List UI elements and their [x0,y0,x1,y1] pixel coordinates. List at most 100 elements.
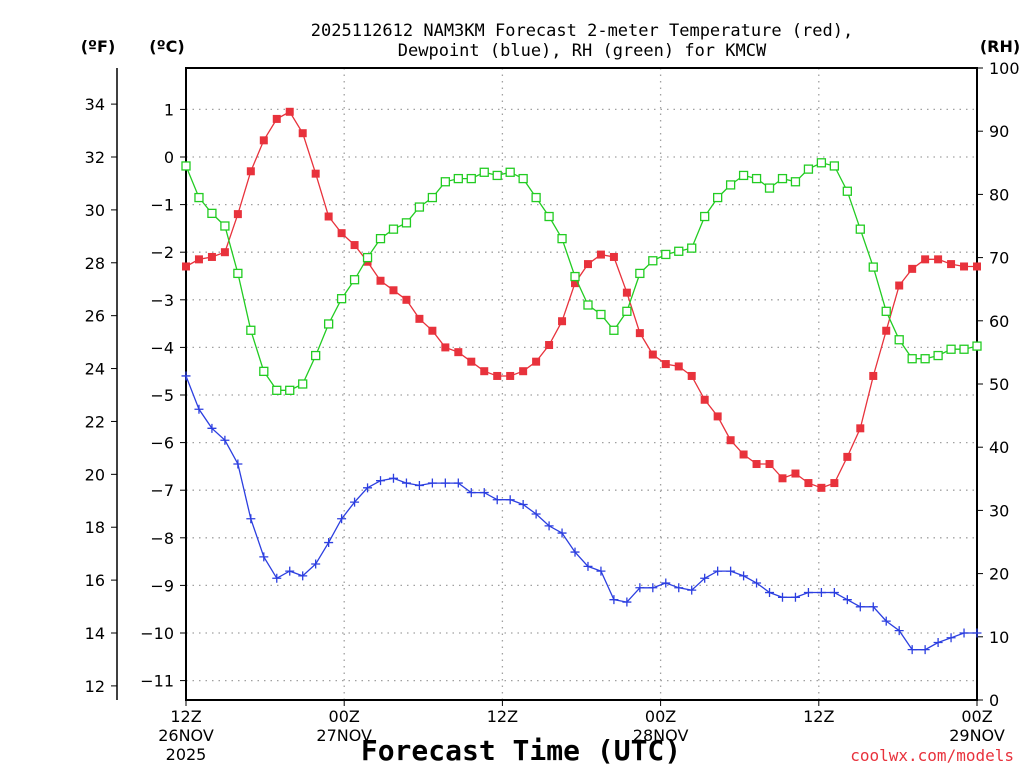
rh-point [414,202,425,212]
fahrenheit-tick-label: 22 [85,412,105,431]
fahrenheit-tick-label: 34 [85,95,105,114]
rh-point [751,173,762,184]
dewpoint-point [739,571,749,581]
dewpoint-point [803,588,813,598]
rh-tick-label: 90 [989,122,1009,141]
temperature-point [596,250,605,259]
rh-point [272,385,282,395]
rh-point [531,192,541,203]
rh-point [194,192,204,203]
rh-point [298,379,308,389]
rh-point [920,354,930,364]
x-axis-label: Forecast Time (UTC) [361,734,681,767]
dewpoint-point [466,488,476,498]
dewpoint-point [414,480,424,490]
rh-point [829,161,840,171]
rh-point [894,335,904,345]
rh-point [648,256,658,266]
temperature-point [921,255,930,264]
temperature-point [337,229,346,238]
x-tick-label: 2025 [166,745,207,764]
rh-point [661,249,671,260]
temperature-point [441,343,450,352]
dewpoint-point [700,573,710,583]
x-tick-label: 28NOV [633,726,689,745]
rh-line [185,162,978,391]
temperature-point [609,252,618,261]
dewpoint-point [531,509,541,519]
temperature-point [661,360,670,369]
rh-point [181,161,191,171]
rh-point [466,173,476,184]
celsius-tick-label: −2 [150,243,174,262]
rh-point [544,211,554,222]
dewpoint-point [259,552,269,562]
celsius-tick-label: −6 [150,434,174,453]
rh-point [427,192,438,203]
dewpoint-point [401,478,411,488]
rh-point [207,208,217,219]
fahrenheit-tick-label: 20 [85,465,105,484]
temperature-point [869,371,878,380]
dewpoint-point [363,483,373,493]
celsius-tick-label: 1 [164,100,174,119]
temperature-point [908,264,917,273]
dewpoint-point [687,585,697,595]
rh-tick-label: 20 [989,565,1009,584]
x-tick-label: 12Z [803,707,834,726]
fahrenheit-tick-label: 14 [85,624,105,643]
temperature-line [185,110,977,489]
rh-point [311,350,321,361]
temperature-point [182,262,190,271]
temperature-point [467,357,476,366]
series-group [181,107,982,655]
rh-point [777,173,788,184]
temperature-point [207,252,216,261]
rh-point [868,262,878,272]
temperature-point [856,424,865,433]
rh-tick-label: 10 [989,628,1009,647]
dewpoint-point [635,583,645,593]
temperature-point [571,279,580,288]
dewpoint-point [855,602,865,612]
temperature-point [506,371,515,380]
rh-point [855,224,865,234]
fahrenheit-tick-label: 16 [85,571,105,590]
temperature-point [415,314,424,323]
rh-point [635,268,645,279]
rh-point [336,294,347,304]
dewpoint-point [881,616,891,626]
dewpoint-point [596,566,606,576]
dewpoint-point [609,595,619,605]
dewpoint-point [337,514,347,524]
temperature-point [752,460,761,469]
dewpoint-point [298,571,308,581]
rh-point [842,186,852,196]
rh-point [713,192,723,203]
dewpoint-point [233,459,243,469]
temperature-point [194,255,203,264]
dewpoint-point [246,514,256,524]
x-tick-label: 12Z [170,707,201,726]
chart-title-line-2: Dewpoint (blue), RH (green) for KMCW [398,41,767,61]
temperature-point [454,348,463,357]
dewpoint-point [492,495,502,505]
temperature-point [324,212,333,221]
rh-point [803,164,814,174]
dewpoint-line [185,375,977,651]
x-tick-label: 26NOV [158,726,214,745]
axes [111,67,983,706]
rh-point [440,177,450,187]
rh-point [816,158,827,168]
dewpoint-point [920,645,930,655]
dewpoint-point [933,638,943,648]
fahrenheit-tick-label: 24 [85,360,105,379]
temperature-point [545,341,554,350]
tick-labels: 10−1−2−3−4−5−6−7−8−9−10−1112Z26NOV202500… [85,59,1020,764]
temperature-point [713,412,722,421]
x-tick-label: 00Z [645,707,676,726]
dewpoint-point [713,566,723,576]
rh-point [349,275,360,285]
rh-point [907,354,917,364]
x-tick-label: 29NOV [949,726,1005,745]
